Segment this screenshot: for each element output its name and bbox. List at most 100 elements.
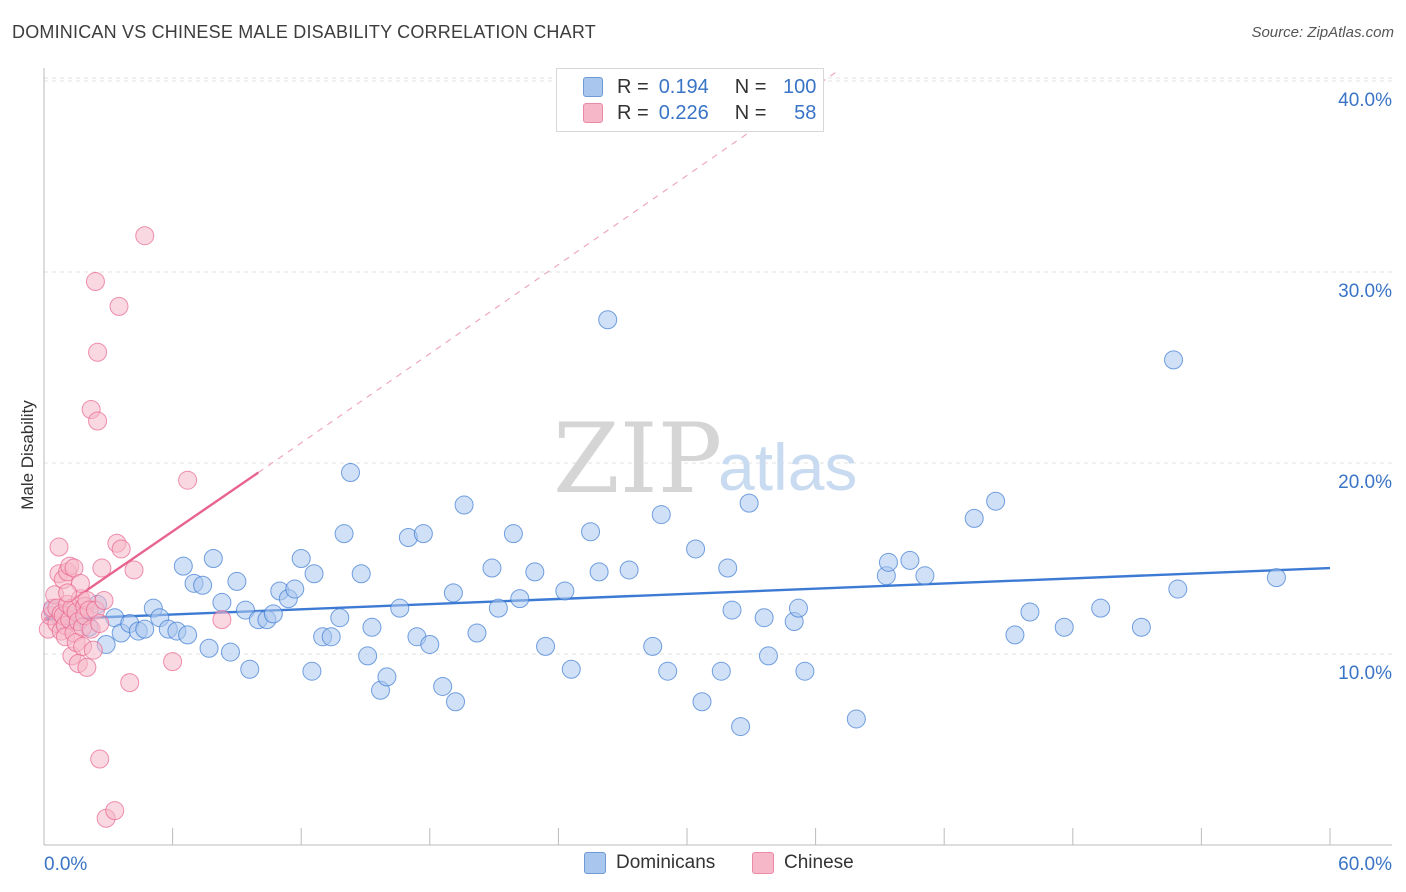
point-dominicans — [1054, 617, 1074, 637]
point-chinese — [135, 226, 155, 246]
point-chinese — [124, 560, 144, 580]
y-tick-label: 40.0% — [1338, 90, 1392, 111]
point-dominicans — [722, 600, 742, 620]
point-chinese — [58, 583, 78, 603]
point-dominicans — [795, 661, 815, 681]
legend-row-chinese: R = 0.226 N = 58 — [583, 100, 816, 126]
point-dominicans — [340, 463, 360, 483]
x-tick-label: 0.0% — [44, 854, 87, 875]
point-chinese — [163, 652, 183, 672]
point-dominicans — [443, 583, 463, 603]
y-tick-label: 10.0% — [1338, 663, 1392, 684]
legend-r-key: R = — [617, 75, 649, 98]
point-dominicans — [846, 709, 866, 729]
trend-lines — [43, 70, 1331, 621]
point-dominicans — [235, 600, 255, 620]
point-dominicans — [291, 549, 311, 568]
point-chinese — [85, 272, 105, 292]
legend-n-value: 58 — [794, 101, 817, 124]
point-dominicans — [321, 627, 341, 647]
point-dominicans — [900, 550, 920, 570]
legend-label-dominicans: Dominicans — [616, 852, 716, 873]
point-dominicans — [304, 564, 324, 584]
point-dominicans — [420, 634, 440, 654]
point-dominicans — [758, 646, 778, 666]
point-dominicans — [446, 692, 466, 712]
point-dominicans — [651, 505, 671, 525]
point-dominicans — [334, 524, 354, 544]
source-label: Source: ZipAtlas.com — [1251, 24, 1394, 41]
point-dominicans — [711, 661, 731, 681]
point-dominicans — [199, 638, 219, 658]
point-chinese — [88, 411, 108, 431]
point-dominicans — [598, 310, 618, 330]
point-dominicans — [351, 564, 371, 584]
legend-n-key: N = — [734, 101, 767, 124]
point-dominicans — [510, 589, 530, 609]
legend-label-chinese: Chinese — [784, 852, 854, 873]
point-chinese — [90, 613, 110, 633]
legend-swatch-dominicans — [584, 852, 606, 874]
point-dominicans — [240, 659, 260, 679]
tick-labels: 10.0% 20.0% 30.0% 40.0% 0.0% 60.0% — [44, 90, 1392, 875]
point-dominicans — [454, 495, 474, 515]
point-dominicans — [589, 562, 609, 582]
legend-item-dominicans: Dominicans — [584, 852, 715, 874]
watermark-atlas: atlas — [718, 430, 857, 504]
y-tick-label: 30.0% — [1338, 281, 1392, 302]
point-chinese — [212, 610, 232, 630]
legend-n-value: 100 — [783, 75, 817, 98]
y-tick-label: 20.0% — [1338, 472, 1392, 493]
point-dominicans — [212, 592, 232, 612]
point-dominicans — [362, 617, 382, 637]
point-dominicans — [1266, 568, 1286, 588]
point-dominicans — [718, 558, 738, 578]
point-dominicans — [488, 598, 508, 618]
legend-item-chinese: Chinese — [752, 852, 854, 874]
point-chinese — [88, 342, 108, 362]
axes — [43, 68, 1392, 846]
point-dominicans — [915, 566, 935, 586]
point-chinese — [111, 539, 131, 559]
point-dominicans — [536, 636, 556, 656]
point-dominicans — [964, 508, 984, 528]
point-dominicans — [263, 604, 283, 624]
point-dominicans — [330, 608, 350, 628]
legend-swatch-chinese — [752, 852, 774, 874]
legend-swatch-chinese — [583, 103, 603, 123]
watermark: ZIP atlas — [553, 403, 857, 515]
point-chinese — [109, 296, 129, 316]
points — [38, 226, 1286, 828]
point-dominicans — [643, 636, 663, 656]
point-dominicans — [1020, 602, 1040, 622]
point-dominicans — [739, 493, 759, 513]
point-dominicans — [658, 661, 678, 681]
point-chinese — [92, 558, 112, 578]
legend-r-value: 0.226 — [658, 101, 709, 124]
point-chinese — [105, 801, 125, 821]
point-dominicans — [581, 522, 601, 542]
point-dominicans — [788, 598, 808, 618]
legend-n-key: N = — [734, 75, 767, 98]
point-chinese — [49, 537, 69, 557]
chart-title: DOMINICAN VS CHINESE MALE DISABILITY COR… — [12, 22, 596, 42]
point-chinese — [70, 573, 90, 593]
point-dominicans — [227, 571, 247, 591]
point-dominicans — [754, 608, 774, 628]
x-tick-label: 60.0% — [1338, 854, 1392, 875]
point-dominicans — [1164, 350, 1184, 370]
point-dominicans — [173, 556, 193, 576]
y-axis-label: Male Disability — [18, 400, 37, 510]
point-dominicans — [686, 539, 706, 559]
point-dominicans — [555, 581, 575, 601]
point-dominicans — [1168, 579, 1188, 599]
point-dominicans — [619, 560, 639, 580]
point-dominicans — [413, 524, 433, 544]
point-dominicans — [503, 524, 523, 544]
trend-extension-chinese — [257, 70, 838, 474]
point-dominicans — [135, 619, 155, 639]
stats-legend: R = 0.194 N = 100 R = 0.226 N = 58 — [556, 68, 824, 132]
point-dominicans — [285, 579, 305, 599]
point-dominicans — [986, 491, 1006, 511]
